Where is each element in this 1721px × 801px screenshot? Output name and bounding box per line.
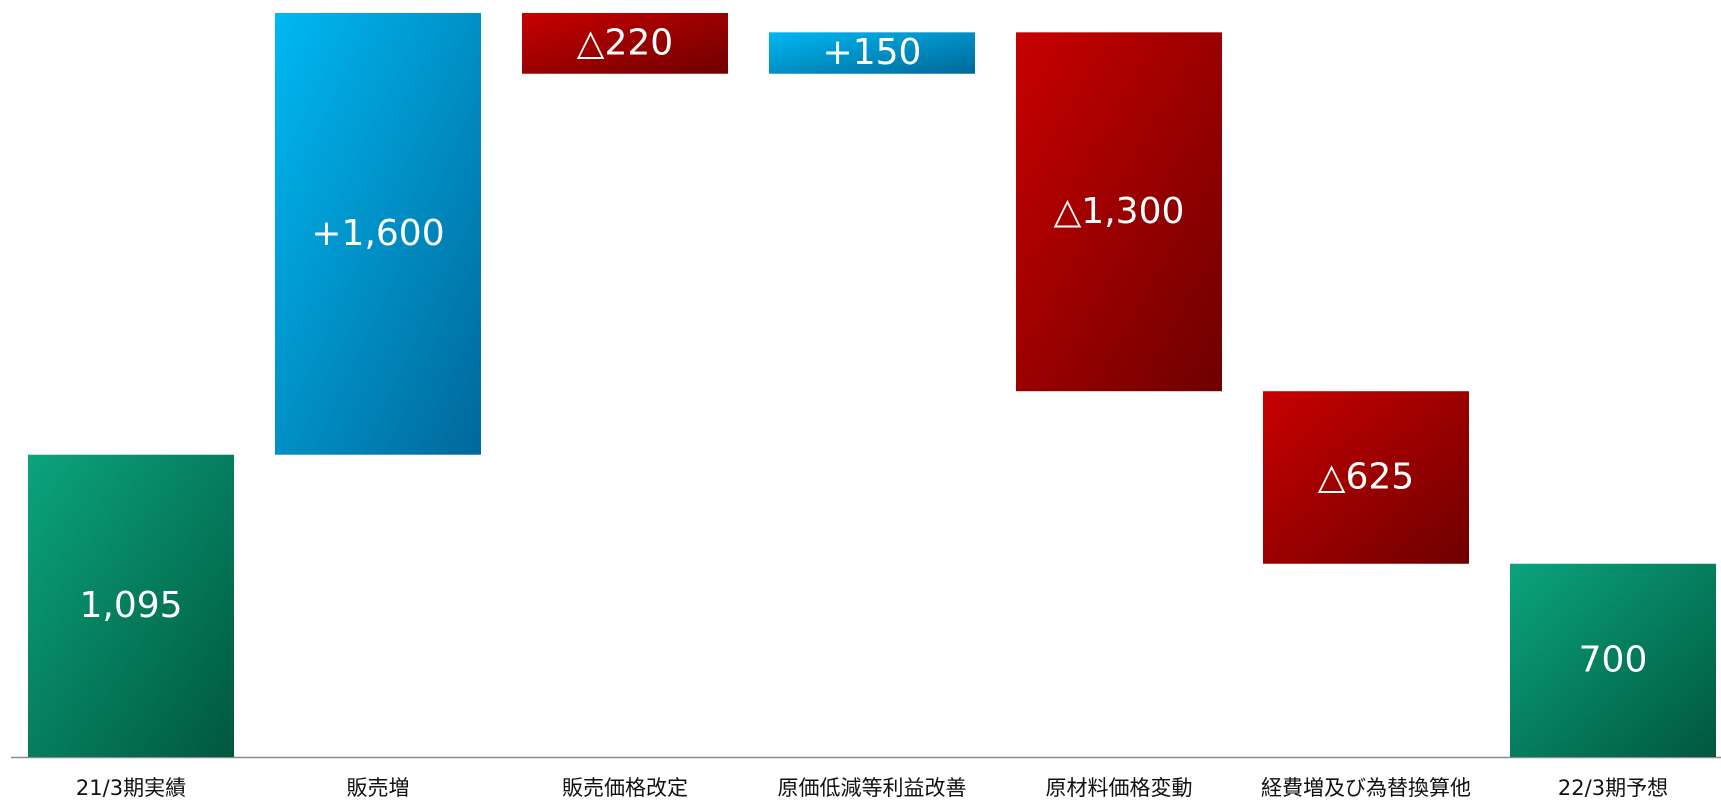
bar	[1016, 32, 1222, 392]
bar	[1263, 391, 1469, 564]
x-tick-label: 経費増及び為替換算他	[1261, 776, 1471, 800]
x-tick-label: 22/3期予想	[1558, 776, 1668, 800]
bar	[769, 32, 975, 74]
bar	[1510, 563, 1716, 757]
x-tick-label: 原材料価格変動	[1046, 776, 1193, 800]
x-tick-label: 原価低減等利益改善	[778, 776, 967, 800]
x-tick-label: 販売増	[347, 776, 410, 800]
value-label: △1,300	[1054, 191, 1185, 232]
value-label: 1,095	[79, 585, 182, 626]
x-tick-label: 21/3期実績	[76, 776, 186, 800]
value-label: +150	[823, 32, 922, 73]
value-label: △220	[577, 22, 673, 63]
value-label: +1,600	[311, 213, 444, 254]
bar	[275, 13, 481, 455]
bar	[28, 454, 234, 757]
value-label: △625	[1318, 456, 1414, 497]
bar	[522, 13, 728, 74]
x-tick-label: 販売価格改定	[562, 776, 688, 800]
value-label: 700	[1579, 639, 1648, 680]
